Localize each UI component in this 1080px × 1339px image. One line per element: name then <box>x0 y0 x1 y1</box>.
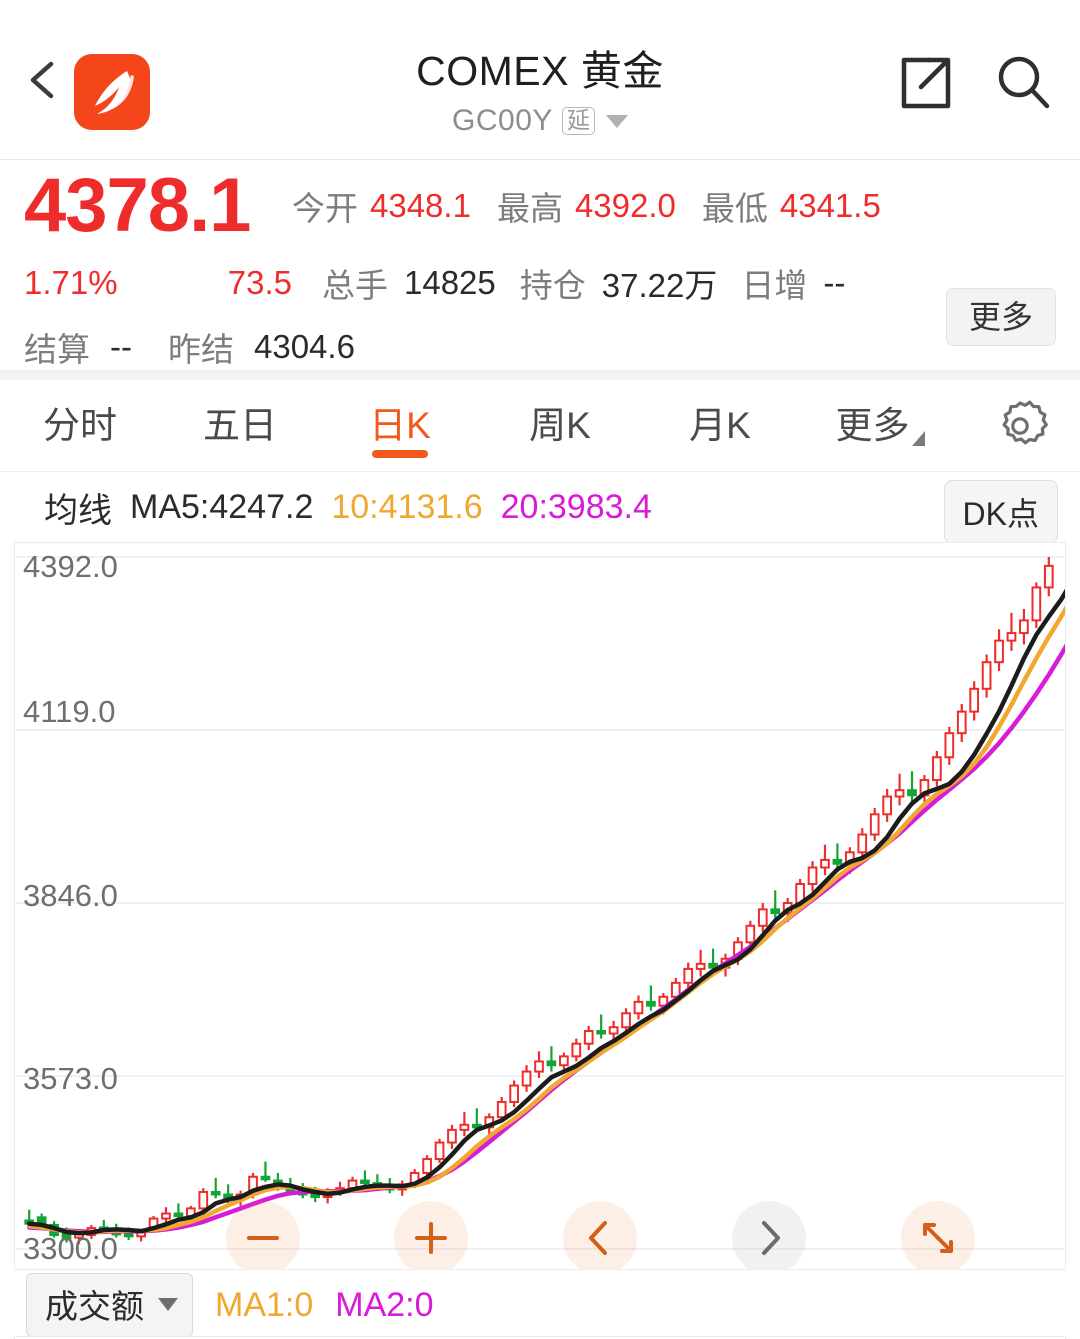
tab-zhouk[interactable]: 周K <box>480 380 640 472</box>
tab-more[interactable]: 更多 <box>800 380 960 472</box>
tab-label: 五日 <box>203 404 277 446</box>
fullscreen-button[interactable] <box>901 1201 975 1269</box>
triangle-down-icon <box>911 430 925 446</box>
next-page-button[interactable] <box>732 1201 806 1269</box>
tab-fenshi[interactable]: 分时 <box>0 380 160 472</box>
plus-icon <box>415 1222 447 1254</box>
field-label-low: 最低 <box>701 190 768 227</box>
app-header: COMEX 黄金 GC00Y 延 <box>0 0 1080 160</box>
volume-ma2-legend: MA2:0 <box>335 1285 434 1324</box>
active-tab-underline <box>372 449 428 458</box>
prev-page-button[interactable] <box>563 1201 637 1269</box>
quote-row-3: 结算 -- 昨结 4304.6 <box>24 314 1056 380</box>
field-label-prevsettlement: 昨结 <box>167 331 234 368</box>
ma20-legend: 20:3983.4 <box>500 487 652 526</box>
volume-select-label: 成交额 <box>45 1288 144 1325</box>
field-value-high: 4392.0 <box>574 187 676 224</box>
tab-label: 更多 <box>835 404 910 446</box>
tab-yuek[interactable]: 月K <box>640 380 800 472</box>
page-title: COMEX 黄金 <box>416 48 664 94</box>
field-label-volume: 总手 <box>322 267 388 304</box>
field-value-volume: 14825 <box>404 264 496 301</box>
field-value-dailyincrease: -- <box>823 264 846 301</box>
quote-row-1: 4378.1 今开 4348.1 最高 4392.0 最低 4341.5 <box>24 160 1056 252</box>
tab-label: 周K <box>529 404 591 446</box>
tab-label: 月K <box>689 404 751 446</box>
tab-label: 日K <box>369 404 431 446</box>
field-value-settlement: -- <box>110 328 132 365</box>
expand-arrows-icon <box>923 1223 953 1253</box>
last-price: 4378.1 <box>24 163 251 248</box>
field-label-high: 最高 <box>496 190 563 227</box>
ma-legend-title: 均线 <box>44 491 112 530</box>
quote-panel: 4378.1 今开 4348.1 最高 4392.0 最低 4341.5 1.7… <box>0 160 1080 380</box>
share-external-icon[interactable] <box>894 52 956 114</box>
candlestick-canvas <box>15 556 1065 1250</box>
caret-down-icon[interactable] <box>605 114 628 128</box>
zoom-out-button[interactable] <box>226 1201 300 1269</box>
chart-tab-bar: 分时 五日 日K 周K 月K 更多 <box>0 380 1080 472</box>
quote-row-2: 1.71% 73.5 总手 14825 持仓 37.22万 日增 -- <box>24 252 1056 314</box>
chart-settings-button[interactable] <box>960 397 1080 455</box>
more-button[interactable]: 更多 <box>945 288 1056 347</box>
volume-ma1-legend: MA1:0 <box>215 1285 314 1324</box>
dk-point-button[interactable]: DK点 <box>943 480 1058 544</box>
change-percent: 1.71% <box>24 264 118 301</box>
minus-icon <box>247 1236 279 1240</box>
ma5-legend: MA5:4247.2 <box>130 487 314 526</box>
tab-rik[interactable]: 日K <box>320 380 480 472</box>
delay-badge: 延 <box>561 107 595 135</box>
volume-legend-row: 成交额 MA1:0 MA2:0 <box>0 1273 1080 1337</box>
symbol-row[interactable]: GC00Y 延 <box>0 104 1080 138</box>
back-button[interactable] <box>22 58 66 102</box>
app-logo-icon[interactable] <box>74 54 150 130</box>
tab-label: 分时 <box>43 404 117 446</box>
field-label-settlement: 结算 <box>24 331 90 368</box>
price-chart[interactable]: 4392.0 4119.0 3846.0 3573.0 3300.0 <box>14 542 1066 1270</box>
field-value-openinterest: 37.22万 <box>601 267 718 304</box>
symbol-code: GC00Y <box>452 104 553 137</box>
chevron-right-icon <box>762 1221 780 1255</box>
field-label-dailyincrease: 日增 <box>741 267 808 304</box>
field-label-openinterest: 持仓 <box>519 267 586 304</box>
caret-down-icon <box>158 1297 178 1311</box>
volume-chart[interactable] <box>14 1336 1066 1339</box>
chevron-left-icon <box>589 1221 607 1255</box>
field-label-open: 今开 <box>292 190 358 227</box>
title-block: COMEX 黄金 GC00Y 延 <box>0 46 1080 138</box>
zoom-in-button[interactable] <box>394 1201 468 1269</box>
field-value-low: 4341.5 <box>779 187 881 224</box>
tab-wuri[interactable]: 五日 <box>160 380 320 472</box>
gear-icon <box>1002 400 1048 444</box>
ma-legend-row: 均线 MA5:4247.2 10:4131.6 20:3983.4 DK点 <box>0 472 1080 544</box>
change-value: 73.5 <box>227 264 292 301</box>
field-value-prevsettlement: 4304.6 <box>253 328 355 365</box>
volume-indicator-select[interactable]: 成交额 <box>26 1273 193 1337</box>
field-value-open: 4348.1 <box>370 187 471 224</box>
ma10-legend: 10:4131.6 <box>331 487 483 526</box>
search-icon[interactable] <box>992 52 1054 114</box>
